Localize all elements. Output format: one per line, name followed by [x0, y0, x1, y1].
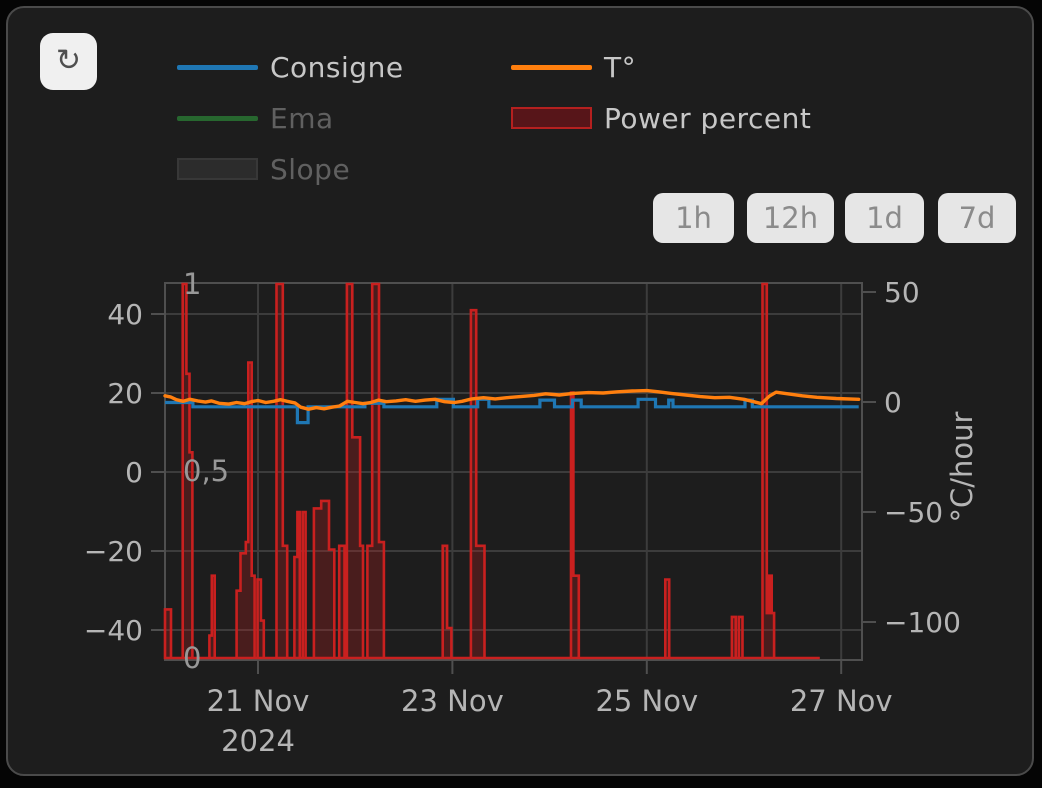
x-tick-label: 27 Nov: [790, 684, 893, 718]
legend-item-ema[interactable]: Ema: [177, 100, 334, 136]
legend-label-ema: Ema: [270, 101, 334, 135]
left-tick-label: 0: [125, 456, 143, 489]
x-year-label: 2024: [221, 724, 295, 758]
range-button-1d[interactable]: 1d: [845, 193, 924, 243]
power-tick-label: 1: [183, 267, 201, 301]
right-tick-label: −100: [884, 606, 961, 639]
legend-label-temperature: T°: [604, 50, 637, 84]
left-tick-label: −20: [84, 535, 143, 568]
legend-label-power: Power percent: [604, 101, 812, 135]
legend-item-consigne[interactable]: Consigne: [177, 49, 404, 85]
power-tick-label: 0,5: [183, 454, 229, 488]
power-legend-swatch-icon: [511, 107, 592, 129]
legend-item-power[interactable]: Power percent: [511, 100, 811, 136]
x-tick-label: 21 Nov: [207, 684, 310, 718]
refresh-button[interactable]: ↻: [40, 33, 97, 90]
consigne-legend-swatch-icon: [177, 64, 258, 70]
range-button-7d[interactable]: 7d: [938, 193, 1016, 243]
right-tick-label: −50: [884, 496, 943, 529]
power-tick-label: 0: [183, 641, 201, 675]
right-axis-title: °C/hour: [945, 411, 979, 522]
right-tick-label: 0: [884, 386, 902, 419]
refresh-icon: ↻: [55, 43, 82, 77]
temperature-legend-swatch-icon: [511, 64, 592, 70]
power-series: [163, 282, 820, 660]
legend-item-slope[interactable]: Slope: [177, 151, 350, 187]
x-tick-label: 25 Nov: [595, 684, 698, 718]
slope-legend-swatch-icon: [177, 158, 258, 180]
temperature-series: [163, 388, 861, 411]
ema-legend-swatch-icon: [177, 115, 258, 121]
legend-item-temperature[interactable]: T°: [511, 49, 636, 85]
range-button-1h[interactable]: 1h: [653, 193, 734, 243]
left-tick-label: 40: [107, 298, 143, 331]
range-button-12h[interactable]: 12h: [747, 193, 834, 243]
x-tick-label: 23 Nov: [401, 684, 504, 718]
left-tick-label: −40: [84, 614, 143, 647]
legend-label-consigne: Consigne: [270, 50, 404, 84]
left-tick-label: 20: [107, 377, 143, 410]
legend-label-slope: Slope: [270, 152, 351, 186]
right-tick-label: 50: [884, 276, 920, 309]
